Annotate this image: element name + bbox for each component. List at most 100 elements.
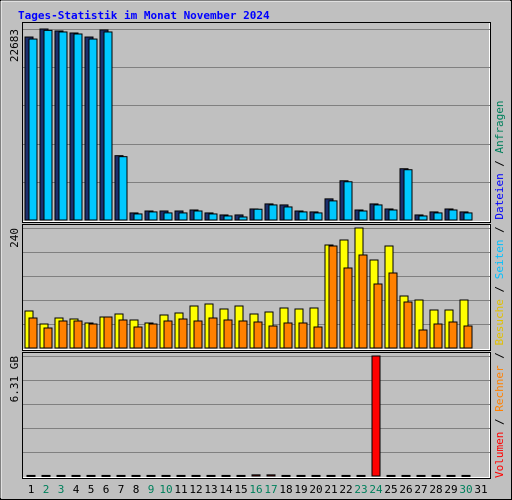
legend-separator: / [493,220,506,240]
bar [133,326,143,349]
bar [73,33,83,221]
x-tick-label: 6 [103,483,110,496]
bar [268,204,278,221]
x-tick-label: 27 [414,483,427,496]
x-tick-label: 23 [354,483,367,496]
bar [103,31,113,221]
bar [86,474,96,477]
bar [43,327,53,349]
bar [446,474,456,477]
bar [161,474,171,477]
legend-entry: Seiten [493,240,506,280]
bar [388,272,398,349]
legend: Volumen / Rechner / Besuche / Seiten / D… [493,100,506,478]
bar [208,213,218,221]
bar [88,323,98,349]
bar [356,474,366,477]
bar [266,474,276,477]
x-tick-label: 30 [459,483,472,496]
bar [313,212,323,221]
bar [58,31,68,221]
bar [208,317,218,349]
bar [416,474,426,477]
bar [148,323,158,349]
bar [163,320,173,349]
bar [223,215,233,221]
x-tick-label: 4 [73,483,80,496]
x-tick-label: 20 [309,483,322,496]
x-tick-label: 2 [43,483,50,496]
bar [296,474,306,477]
bar [373,204,383,221]
legend-entry: Anfragen [493,100,506,153]
bar [358,254,368,349]
x-tick-label: 11 [174,483,187,496]
bar [373,283,383,349]
bar [131,474,141,477]
bar [193,320,203,349]
y-tick-label: 22683 [8,29,21,62]
x-tick-label: 8 [133,483,140,496]
x-tick-label: 22 [339,483,352,496]
bar [388,209,398,221]
bar [118,319,128,349]
bar [41,474,51,477]
bar [133,213,143,221]
legend-entry: Besuche [493,299,506,345]
bar [206,474,216,477]
legend-separator: / [493,346,506,366]
chart-title: Tages-Statistik im Monat November 2024 [18,9,270,22]
bar [298,322,308,349]
bar [268,325,278,349]
x-tick-label: 7 [118,483,125,496]
bar [313,326,323,349]
bar [176,474,186,477]
bar [163,212,173,221]
bar [401,474,411,477]
bar [433,212,443,221]
bar [463,325,473,349]
x-tick-label: 29 [444,483,457,496]
x-tick-label: 15 [234,483,247,496]
x-tick-label: 19 [294,483,307,496]
bar [43,29,53,221]
bar [448,209,458,221]
bar [253,321,263,349]
x-tick-label: 28 [429,483,442,496]
panel [22,352,491,479]
bar [328,200,338,221]
bar [431,474,441,477]
x-tick-label: 17 [264,483,277,496]
bar [403,301,413,349]
legend-separator: / [493,279,506,299]
x-tick-label: 5 [88,483,95,496]
x-tick-label: 1 [28,483,35,496]
bar [281,474,291,477]
bar [341,474,351,477]
x-tick-label: 26 [399,483,412,496]
bar [371,355,381,477]
bar [178,318,188,349]
bar [191,474,201,477]
bar [298,211,308,221]
x-tick-label: 18 [279,483,292,496]
bar [343,181,353,221]
y-tick-label: 6.31 GB [8,356,21,403]
legend-separator: / [493,412,506,432]
bar [358,210,368,221]
bar [238,320,248,349]
legend-entry: Volumen [493,432,506,478]
x-tick-label: 21 [324,483,337,496]
bar [463,212,473,221]
bar [238,216,248,221]
bar [283,322,293,349]
x-tick-label: 10 [159,483,172,496]
legend-entry: Dateien [493,173,506,219]
bar [103,316,113,349]
bar [253,208,263,221]
bar [71,474,81,477]
bar [28,317,38,349]
bar [403,169,413,221]
bar [326,474,336,477]
